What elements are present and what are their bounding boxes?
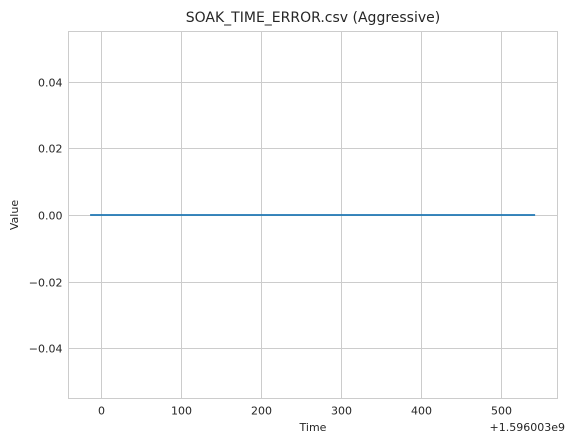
x-tick-label: 100 [171,405,192,418]
x-tick-label: 500 [491,405,512,418]
y-tick-label: 0.02 [38,143,63,156]
y-axis-ticks: −0.04 −0.02 0.00 0.02 0.04 [29,77,63,356]
x-tick-label: 0 [98,405,105,418]
x-tick-label: 400 [411,405,432,418]
y-axis-label: Value [8,200,21,230]
y-tick-label: 0.00 [38,210,63,223]
y-tick-label: −0.04 [29,343,63,356]
x-tick-label: 300 [331,405,352,418]
y-tick-label: −0.02 [29,277,63,290]
y-tick-label: 0.04 [38,77,63,90]
x-offset-label: +1.596003e9 [490,421,565,434]
x-axis-label: Time [299,421,327,434]
x-tick-label: 200 [251,405,272,418]
x-axis-ticks: 0 100 200 300 400 500 [98,405,512,418]
chart-title: SOAK_TIME_ERROR.csv (Aggressive) [186,10,440,26]
